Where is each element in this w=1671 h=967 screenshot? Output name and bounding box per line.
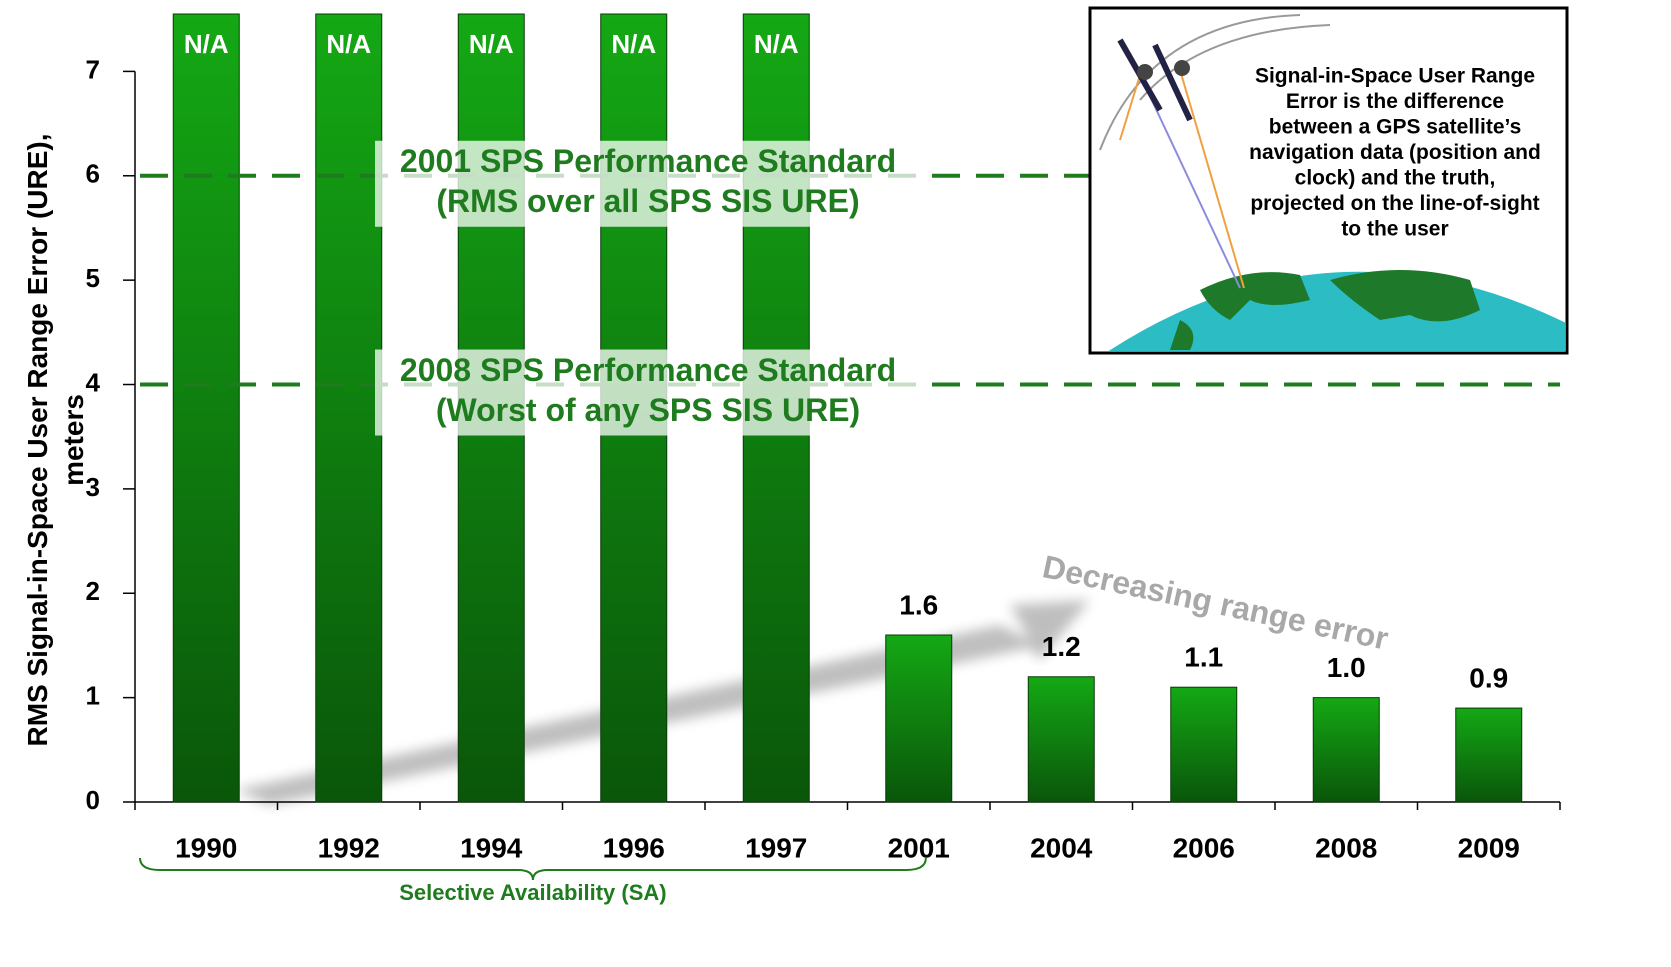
x-tick-label: 1997 <box>745 832 807 863</box>
reference-label-backdrop <box>375 349 923 436</box>
bar <box>315 13 383 803</box>
x-tick-label: 2006 <box>1173 832 1235 863</box>
y-tick-label: 0 <box>86 785 100 815</box>
bracket-label: Selective Availability (SA) <box>399 880 666 905</box>
reference-label: (RMS over all SPS SIS URE) <box>436 183 859 219</box>
inset-text: between a GPS satellite’s <box>1269 116 1522 139</box>
x-tick-label: 1994 <box>460 832 523 863</box>
x-tick-label: 2008 <box>1315 832 1377 863</box>
bar <box>1455 707 1523 803</box>
inset-text: projected on the line-of-sight <box>1250 192 1539 215</box>
x-tick-label: 2004 <box>1030 832 1093 863</box>
y-tick-label: 4 <box>86 367 101 397</box>
x-tick-label: 1990 <box>175 832 237 863</box>
y-tick-label: 5 <box>86 263 100 293</box>
bar <box>1027 676 1095 803</box>
inset-text: navigation data (position and <box>1249 141 1541 164</box>
reference-label-backdrop <box>375 140 923 227</box>
bar <box>172 13 240 803</box>
inset-text: Error is the difference <box>1286 90 1504 113</box>
value-label: N/A <box>754 29 799 59</box>
value-label: 1.2 <box>1042 631 1081 662</box>
value-label: 0.9 <box>1469 662 1508 693</box>
value-label: N/A <box>469 29 514 59</box>
x-tick-label: 1996 <box>603 832 665 863</box>
value-label: N/A <box>184 29 229 59</box>
inset-text: Signal-in-Space User Range <box>1255 65 1535 88</box>
y-tick-label: 3 <box>86 472 100 502</box>
value-label: 1.6 <box>899 589 938 620</box>
bar <box>1170 686 1238 803</box>
bracket <box>139 857 927 881</box>
value-label: 1.1 <box>1184 642 1223 673</box>
x-tick-label: 2009 <box>1458 832 1520 863</box>
inset-illustration <box>1099 14 1565 351</box>
y-tick-label: 2 <box>86 576 100 606</box>
annotation: Decreasing range error <box>1040 548 1392 656</box>
y-axis-label-line: RMS Signal-in-Space User Range Error (UR… <box>22 133 53 746</box>
y-tick-label: 1 <box>86 681 100 711</box>
y-axis-label-line: meters <box>58 394 89 486</box>
y-tick-label: 6 <box>86 159 100 189</box>
value-label: N/A <box>611 29 656 59</box>
bar <box>885 634 953 803</box>
reference-label: 2008 SPS Performance Standard <box>400 352 896 388</box>
inset-text: to the user <box>1341 218 1448 241</box>
reference-label: 2001 SPS Performance Standard <box>400 143 896 179</box>
bar <box>1312 697 1380 803</box>
value-label: 1.0 <box>1327 652 1366 683</box>
y-tick-label: 7 <box>86 54 100 84</box>
reference-label: (Worst of any SPS SIS URE) <box>436 392 860 428</box>
y-axis-label: RMS Signal-in-Space User Range Error (UR… <box>22 133 89 746</box>
value-label: N/A <box>326 29 371 59</box>
x-tick-label: 2001 <box>888 832 950 863</box>
inset-text: clock) and the truth, <box>1295 167 1496 190</box>
x-tick-label: 1992 <box>318 832 380 863</box>
